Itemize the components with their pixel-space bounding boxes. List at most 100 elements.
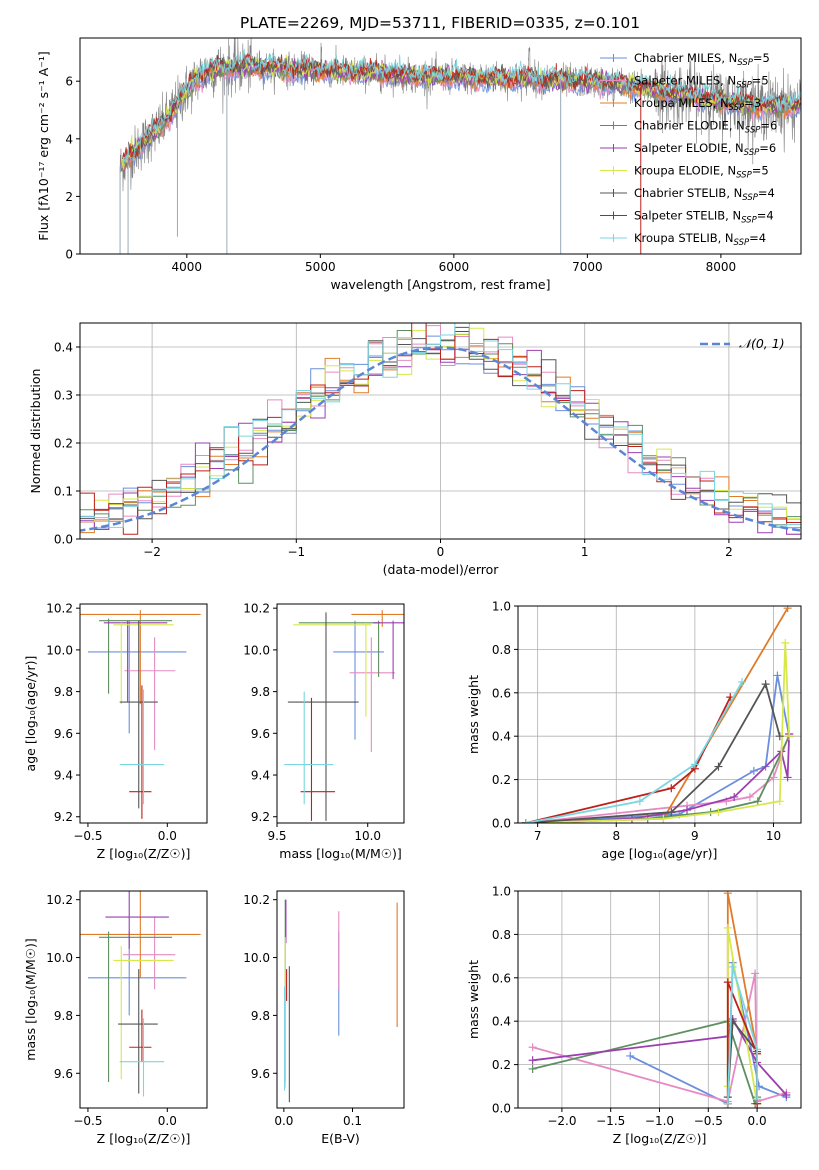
errorbar-point (80, 610, 201, 705)
weight-marker (723, 923, 732, 932)
y-tick-label: 9.4 (251, 769, 270, 783)
x-tick-label: 7000 (572, 260, 603, 274)
weight-marker (528, 1043, 537, 1052)
weight-marker (626, 1051, 635, 1060)
legend-nssp: =4 (758, 186, 775, 200)
x-tick-label: −2.0 (547, 1114, 576, 1128)
x-tick-label: 7 (534, 829, 542, 843)
x-axis-label: Z [log₁₀(Z/Z☉)] (97, 846, 191, 861)
x-tick-label: 0.0 (158, 1114, 177, 1128)
y-tick-label: 0.2 (492, 1058, 511, 1072)
plot-area (119, 38, 801, 254)
weight-marker (751, 969, 760, 978)
weight-marker (730, 792, 739, 801)
panel-mass-weight-vs-z: −2.0 −1.5 −1.0 −0.5 0.0 0.0 0.2 0.4 0.6 0.8 1.0 Z [… (466, 885, 802, 1146)
weight-line (726, 966, 758, 1104)
weight-marker (745, 792, 754, 801)
weight-line (525, 733, 791, 823)
y-tick-label: 0.4 (54, 341, 73, 355)
errorbar-point (119, 1018, 165, 1097)
x-tick-label: −2 (143, 545, 161, 559)
x-axis-label: age [log₁₀(age/yr)] (602, 846, 718, 861)
panel-age-vs-z: −0.5 0.0 9.2 9.4 9.6 9.8 10.0 10.2 Z [log₁₀(Z/Z☉… (23, 602, 208, 861)
weight-marker (714, 808, 723, 817)
weight-marker (659, 814, 668, 823)
y-axis-label: mass weight (466, 960, 481, 1039)
errorbar-point (284, 691, 334, 805)
x-tick-label: 9 (691, 829, 699, 843)
errorbar-point (113, 945, 174, 1080)
errorbar-point (129, 685, 152, 819)
weight-marker (775, 732, 784, 741)
errorbar-point (99, 618, 173, 694)
errorbar-point (293, 622, 372, 717)
panel-mass-weight-vs-age: 7 8 9 10 0.0 0.2 0.4 0.6 0.8 1.0 age [log₁₀(age/yr… (466, 600, 802, 861)
legend-entry: Salpeter STELIB, NSSP=4 (634, 209, 774, 226)
plot-area (528, 891, 791, 1108)
weight-marker (728, 962, 737, 971)
plot-area (284, 610, 404, 821)
plot-area (80, 323, 801, 535)
weight-marker (753, 797, 762, 806)
weight-marker (714, 762, 723, 771)
y-tick-label: 0.6 (492, 686, 511, 700)
x-tick-label: 0.0 (274, 1114, 293, 1128)
panel-mass-vs-z: −0.5 0.0 9.6 9.8 10.0 10.2 Z [log₁₀(Z/Z☉)] mass… (23, 890, 208, 1146)
y-tick-label: 0.8 (492, 643, 511, 657)
errorbar-point (351, 610, 404, 627)
x-tick-label: −1.5 (596, 1114, 625, 1128)
weight-marker (773, 671, 782, 680)
y-tick-label: 9.6 (54, 1067, 73, 1081)
residual-histogram (80, 323, 801, 535)
legend-entry: Kroupa STELIB, NSSP=4 (634, 231, 766, 248)
errorbar-point (124, 637, 176, 750)
y-tick-label: 10.2 (243, 602, 270, 616)
legend-nssp: =4 (757, 209, 774, 223)
panel-mass-vs-ebv: 0.0 0.1 9.6 9.8 10.0 10.2 E(B-V) (243, 890, 405, 1146)
errorbar-point (113, 622, 174, 705)
y-tick-label: 9.6 (54, 727, 73, 741)
y-tick-label: 0.1 (54, 485, 73, 499)
weight-marker (528, 1064, 537, 1073)
y-tick-label: 0.0 (492, 817, 511, 831)
weight-series (521, 606, 792, 823)
errorbar-point (122, 917, 176, 990)
y-tick-label: 6 (65, 75, 73, 89)
x-axis-label: wavelength [Angstrom, rest frame] (330, 277, 550, 292)
figure-title: PLATE=2269, MJD=53711, FIBERID=0335, z=0… (240, 14, 640, 32)
weight-line (525, 681, 781, 823)
errorbar-point (103, 620, 168, 703)
x-tick-label: 4000 (172, 260, 203, 274)
panel-spectrum: Chabrier MILES, NSSP=5 Salpeter MILES, NS… (36, 37, 802, 292)
legend-entry: Salpeter MILES, NSSP=5 (634, 74, 769, 91)
y-tick-label: 4 (65, 132, 73, 146)
weight-marker (690, 760, 699, 769)
weight-marker (635, 797, 644, 806)
y-tick-label: 10.2 (243, 893, 270, 907)
weight-series (521, 693, 735, 823)
y-tick-label: 10.0 (46, 951, 73, 965)
x-tick-label: 2 (725, 545, 733, 559)
legend-nssp: =6 (759, 141, 776, 155)
legend: Chabrier MILES, NSSP=5 Salpeter MILES, NS… (600, 51, 777, 248)
y-tick-label: 0.8 (492, 928, 511, 942)
legend-nssp: =5 (753, 51, 770, 65)
weight-marker (782, 1090, 791, 1099)
x-axis-label: Z [log₁₀(Z/Z☉)] (97, 1131, 191, 1146)
weight-marker (738, 677, 747, 686)
weight-marker (753, 1045, 762, 1054)
gaussian-reference (80, 346, 801, 532)
legend-nssp: =3 (744, 96, 761, 110)
x-axis-label: mass [log₁₀(M/M☉)] (279, 846, 401, 861)
x-tick-label: −1 (287, 545, 305, 559)
weight-marker (521, 819, 530, 823)
errorbar-point (119, 689, 165, 805)
weight-marker (528, 1056, 537, 1065)
y-tick-label: 9.6 (251, 1067, 270, 1081)
errorbar-point (287, 612, 359, 821)
weight-marker (627, 814, 636, 823)
weight-marker (775, 797, 784, 806)
weight-marker (781, 638, 790, 647)
errorbar-point (105, 891, 169, 949)
weight-marker (667, 808, 676, 817)
